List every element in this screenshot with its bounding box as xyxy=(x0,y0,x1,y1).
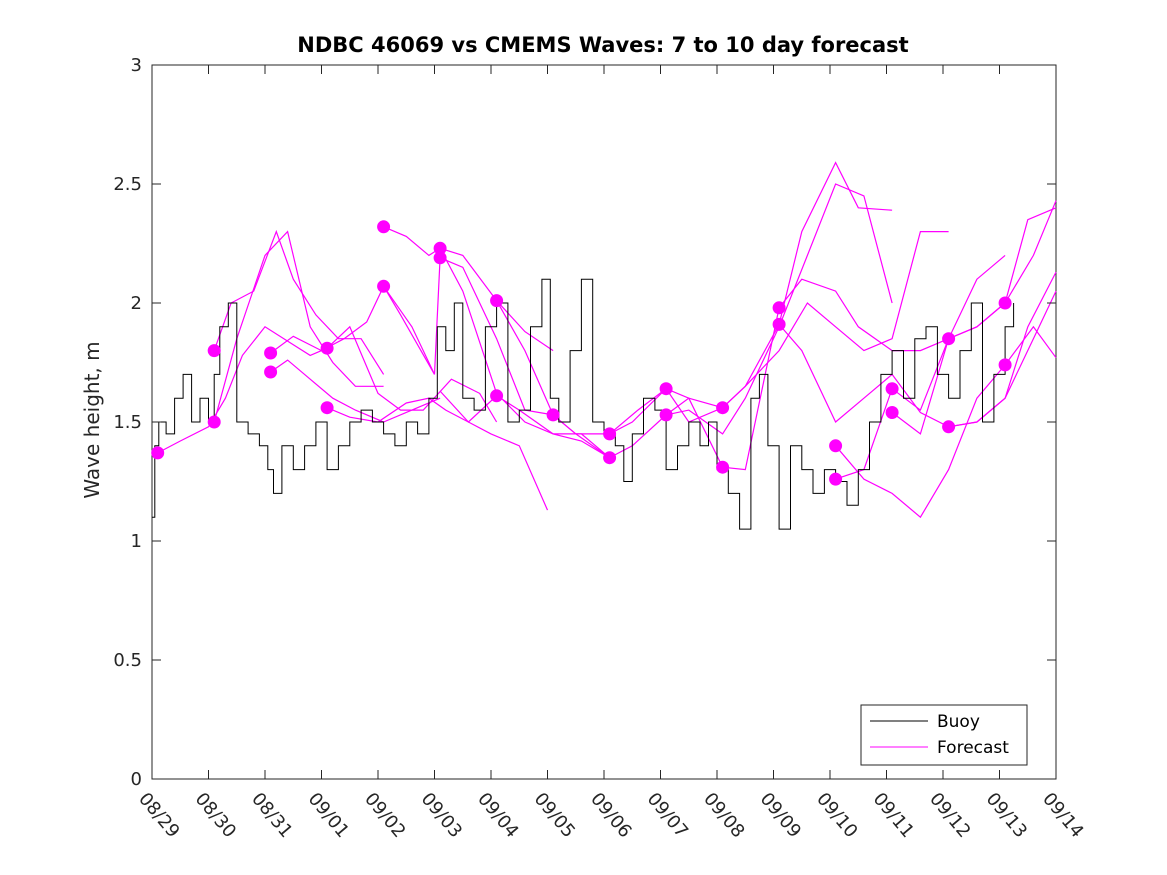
forecast-marker xyxy=(829,439,843,453)
forecast-marker xyxy=(829,472,843,486)
forecast-line-16 xyxy=(722,231,949,409)
y-tick-label: 1 xyxy=(131,531,142,552)
forecast-marker xyxy=(490,389,504,403)
forecast-marker xyxy=(320,341,334,355)
forecast-line-2 xyxy=(213,230,384,423)
plot-area xyxy=(151,64,1057,780)
axis-ticks xyxy=(151,64,1057,780)
forecast-marker xyxy=(207,415,221,429)
forecast-marker xyxy=(885,406,899,419)
forecast-marker xyxy=(603,427,617,441)
y-axis-label: Wave height, m xyxy=(80,341,104,498)
forecast-line-6 xyxy=(326,325,498,423)
forecast-marker xyxy=(490,294,504,308)
forecast-line-3 xyxy=(213,229,385,375)
forecast-marker xyxy=(207,344,221,358)
buoy-line xyxy=(152,278,1015,530)
y-tick-label: 1.5 xyxy=(113,412,142,433)
forecast-marker xyxy=(659,408,673,422)
y-tick-label: 0.5 xyxy=(113,650,142,671)
forecast-marker xyxy=(151,446,165,460)
y-tick-label: 2 xyxy=(131,293,142,314)
forecast-line-7 xyxy=(326,397,549,511)
forecast-marker xyxy=(885,382,899,396)
legend-buoy-label: Buoy xyxy=(937,712,980,732)
forecast-marker xyxy=(998,296,1012,310)
y-tick-label: 0 xyxy=(131,769,142,790)
forecast-marker xyxy=(264,346,278,360)
forecast-marker xyxy=(377,279,391,293)
forecast-marker xyxy=(772,317,786,331)
forecast-marker xyxy=(377,220,391,234)
forecast-line-21 xyxy=(891,207,1057,435)
forecast-line-18 xyxy=(778,290,1057,428)
chart-title: NDBC 46069 vs CMEMS Waves: 7 to 10 day f… xyxy=(297,33,908,57)
forecast-marker xyxy=(603,451,617,465)
y-tick-label: 3 xyxy=(131,55,142,76)
y-tick-labels: 0 0.5 1 1.5 2 2.5 3 xyxy=(113,55,142,790)
forecast-marker xyxy=(716,460,730,474)
forecast-line-4 xyxy=(270,285,436,375)
forecast-marker xyxy=(716,401,730,415)
legend: Buoy Forecast xyxy=(860,704,1028,766)
forecast-marker xyxy=(433,241,447,255)
forecast-marker xyxy=(433,251,447,265)
legend-box xyxy=(860,704,1028,766)
forecast-marker xyxy=(264,365,278,379)
forecast-line-1 xyxy=(157,326,328,454)
legend-forecast-label: Forecast xyxy=(937,738,1009,758)
forecast-line-8 xyxy=(383,226,554,352)
forecast-marker xyxy=(546,408,560,422)
buoy-line-group xyxy=(152,278,1015,530)
forecast-marker xyxy=(659,382,673,396)
forecast-line-9 xyxy=(383,256,554,416)
forecast-markers xyxy=(151,220,1012,486)
forecast-marker xyxy=(998,358,1012,372)
forecast-marker xyxy=(772,301,786,315)
forecast-marker xyxy=(942,332,956,346)
forecast-line-22 xyxy=(948,271,1057,428)
y-tick-label: 2.5 xyxy=(113,174,142,195)
forecast-marker xyxy=(320,401,334,415)
forecast-marker xyxy=(942,420,956,434)
forecast-line-5 xyxy=(270,359,441,423)
